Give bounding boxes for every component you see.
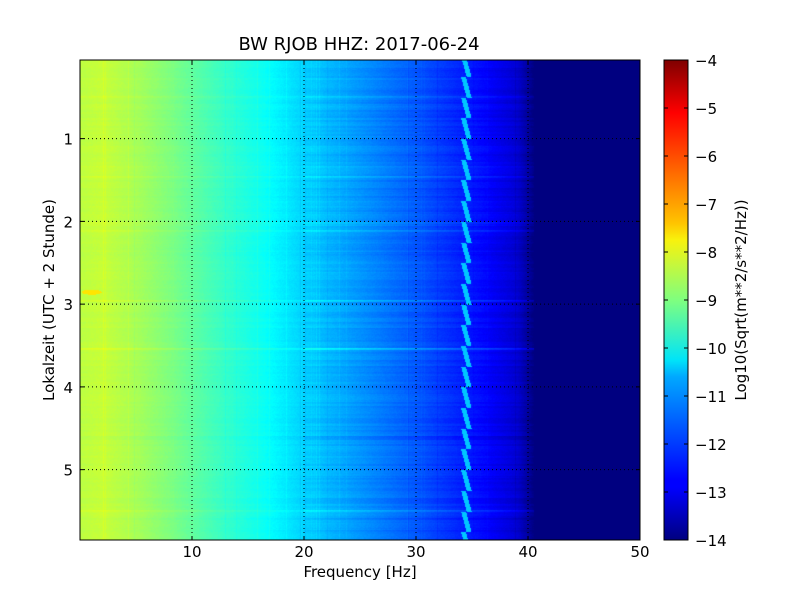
x-tick-label: 50: [630, 543, 649, 561]
y-tick-label: 1: [63, 131, 73, 149]
colorbar-tick-label: −10: [695, 340, 727, 358]
grid-lines: [80, 60, 640, 540]
y-tick-label: 5: [63, 462, 73, 480]
colorbar-tick-label: −4: [695, 52, 717, 70]
x-tick-label: 40: [518, 543, 537, 561]
chart-title: BW RJOB HHZ: 2017-06-24: [238, 34, 479, 55]
colorbar-tick-label: −9: [695, 292, 717, 310]
y-tick-label: 3: [63, 296, 73, 314]
x-tick-label: 10: [182, 543, 201, 561]
colorbar-tick-label: −6: [695, 148, 717, 166]
y-tick-label: 2: [63, 213, 73, 231]
y-axis-ticks: 1 2 3 4 5: [63, 131, 640, 480]
colorbar-label: Log10(Sqrt(m**2/s**2/Hz)): [732, 199, 750, 400]
y-axis-label: Lokalzeit (UTC + 2 Stunde): [40, 199, 58, 401]
colorbar-tick-label: −11: [695, 388, 727, 406]
colorbar-tick-label: −5: [695, 100, 717, 118]
colorbar-tick-label: −8: [695, 244, 717, 262]
x-tick-label: 20: [294, 543, 313, 561]
colorbar-tick-label: −7: [695, 196, 717, 214]
y-tick-label: 4: [63, 379, 73, 397]
x-axis-ticks: 10 20 30 40 50: [182, 60, 650, 561]
plot-frame: [79, 59, 641, 541]
colorbar-ticks: −4 −5 −6 −7 −8 −9 −10 −11 −12 −13 −14: [664, 52, 727, 550]
colorbar-tick-label: −12: [695, 436, 727, 454]
x-axis-label: Frequency [Hz]: [303, 563, 416, 581]
x-tick-label: 30: [406, 543, 425, 561]
colorbar-tick-label: −13: [695, 484, 727, 502]
colorbar-tick-label: −14: [695, 532, 727, 550]
heatmap-area: [80, 60, 640, 540]
